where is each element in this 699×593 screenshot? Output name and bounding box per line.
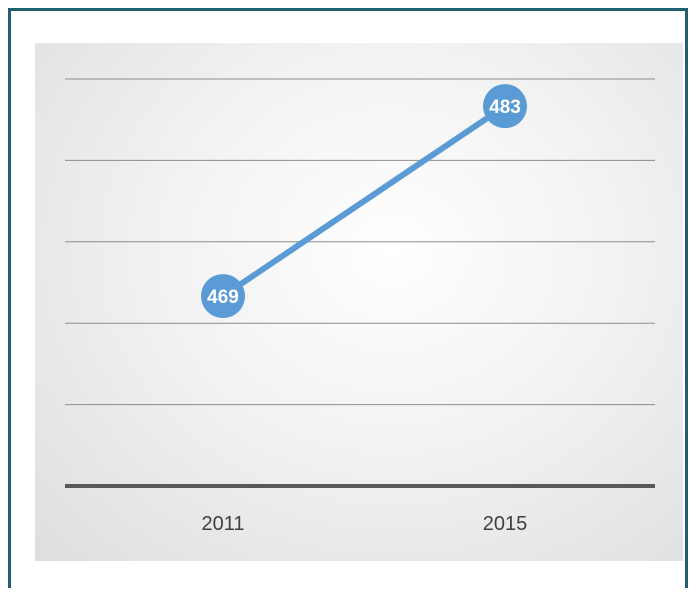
- series-line: [220, 103, 508, 300]
- data-label: 469: [207, 287, 239, 308]
- data-label: 483: [489, 97, 521, 118]
- plot-area: 2011 2015 469 483: [35, 43, 683, 561]
- x-tick-label: 2011: [201, 513, 244, 535]
- line-chart: 2011 2015 469 483: [65, 78, 655, 535]
- data-point-marker: [483, 84, 527, 129]
- x-tick-label: 2015: [483, 513, 528, 535]
- data-point-marker: [201, 274, 245, 319]
